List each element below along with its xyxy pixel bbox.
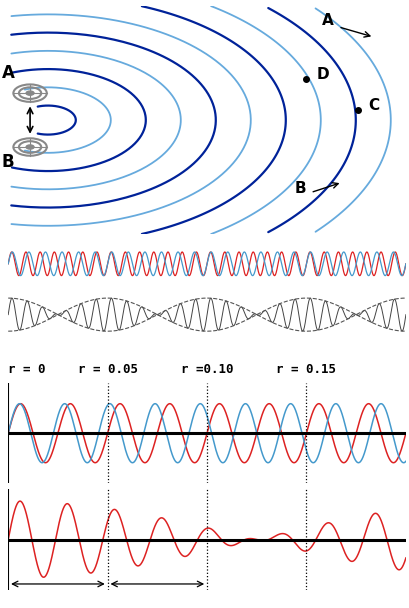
Text: B: B (294, 181, 306, 196)
Text: r =0.10: r =0.10 (180, 364, 233, 376)
Text: A: A (2, 64, 15, 81)
Text: D: D (316, 67, 328, 81)
Text: r = 0.15: r = 0.15 (276, 364, 336, 376)
Text: r = 0.05: r = 0.05 (77, 364, 137, 376)
Text: r = 0: r = 0 (8, 364, 45, 376)
Text: B: B (2, 153, 14, 171)
Text: C: C (367, 98, 378, 112)
Circle shape (26, 91, 34, 95)
Circle shape (26, 145, 34, 149)
Text: A: A (321, 13, 333, 28)
